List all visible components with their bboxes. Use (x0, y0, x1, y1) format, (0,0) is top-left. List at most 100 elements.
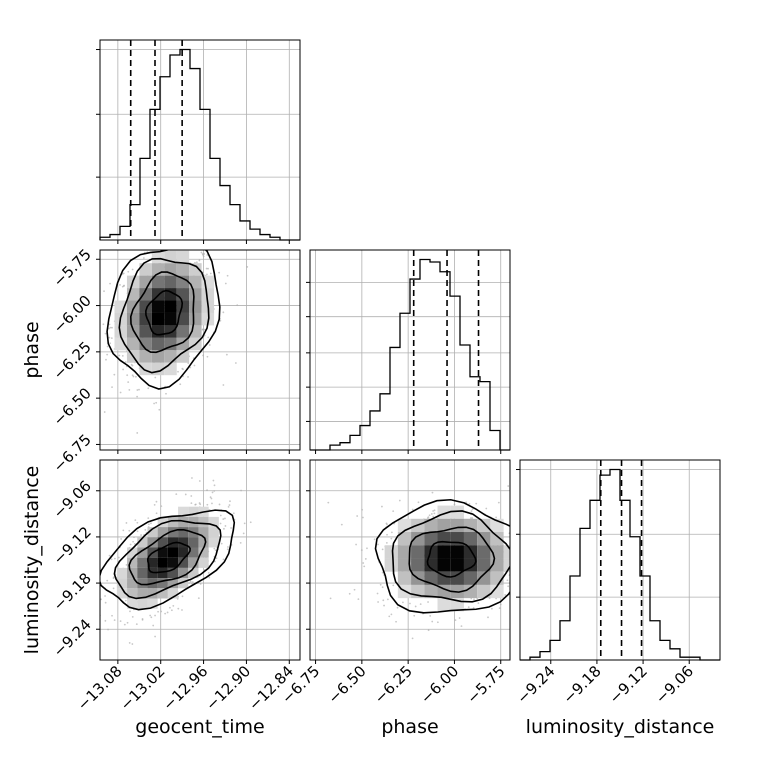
hist-frame (309, 249, 511, 451)
density-cell (137, 557, 148, 568)
sample-point (123, 284, 125, 287)
sample-point (522, 504, 524, 506)
sample-point (240, 489, 242, 492)
sample-point (510, 614, 512, 616)
density-cell (167, 516, 179, 528)
sample-point (113, 619, 116, 622)
sample-point (249, 521, 252, 524)
density-cell (127, 578, 138, 589)
density-cell (188, 506, 199, 517)
sample-point (198, 502, 201, 504)
sample-point (108, 336, 111, 339)
density-cell (116, 578, 128, 589)
sample-point (208, 576, 211, 579)
sample-point (125, 522, 128, 524)
sample-point (526, 529, 528, 531)
sample-point (169, 606, 171, 609)
sample-point (471, 517, 474, 519)
sample-point (227, 546, 229, 548)
sample-point (353, 588, 356, 591)
sample-point (171, 232, 173, 234)
sample-point (433, 509, 436, 512)
density-cell (147, 527, 158, 538)
ytick-label-luminosity_distance: −9.18 (50, 569, 95, 614)
density-cell (424, 518, 438, 533)
sample-point (120, 538, 123, 540)
density-cell (437, 598, 451, 612)
sample-point (125, 563, 128, 566)
sample-point (355, 543, 357, 546)
sample-point (170, 245, 172, 247)
sample-point (170, 609, 173, 612)
sample-point (193, 241, 195, 243)
xtick-label-phase: −6.00 (417, 662, 462, 707)
sample-point (518, 568, 520, 570)
sample-point (88, 639, 90, 641)
density-cell (157, 537, 168, 548)
sample-point (214, 549, 217, 552)
sample-point (188, 233, 190, 235)
density-cell (450, 558, 464, 572)
sample-point (119, 620, 122, 623)
density-cell (477, 584, 491, 599)
sample-point (150, 522, 152, 525)
sample-point (518, 606, 520, 608)
sample-point (202, 328, 204, 331)
sample-point (119, 284, 121, 286)
sample-point (360, 549, 363, 551)
density-cell (437, 518, 451, 533)
ytick-label-luminosity_distance: −9.24 (50, 615, 95, 660)
density-cell (450, 505, 464, 519)
density-cell (137, 588, 148, 599)
sample-point (225, 353, 228, 356)
sample-point (153, 504, 156, 506)
density-cell (137, 537, 148, 548)
xaxis-label-geocent_time: geocent_time (135, 716, 264, 738)
sample-point (128, 642, 131, 644)
sample-point (504, 594, 507, 596)
sample-point (94, 359, 96, 361)
sample-point (227, 505, 230, 508)
sample-point (362, 562, 365, 564)
sample-point (526, 557, 528, 559)
xtick-label-luminosity_distance: −9.06 (652, 662, 697, 707)
density-cell (188, 557, 199, 568)
sample-point (469, 517, 472, 519)
density-cell (157, 557, 168, 568)
sample-point (392, 584, 395, 587)
sample-point (104, 332, 107, 335)
sample-point (106, 353, 109, 356)
sample-point (386, 598, 389, 601)
density-cell (137, 578, 148, 589)
sample-point (177, 370, 179, 373)
sample-point (428, 514, 431, 517)
sample-point (177, 607, 180, 610)
sample-point (506, 579, 509, 582)
sample-point (122, 368, 125, 371)
sample-point (127, 270, 130, 273)
sample-point (104, 595, 106, 597)
density-cell (463, 571, 478, 585)
sample-point (190, 502, 193, 505)
sample-point (366, 547, 368, 550)
sample-point (226, 274, 229, 277)
sample-point (495, 516, 497, 519)
sample-point (113, 557, 116, 560)
sample-point (390, 531, 393, 534)
pair-panel-geocent_time-luminosity_distance (88, 459, 301, 664)
density-cell (208, 537, 219, 548)
density-cell (189, 275, 202, 289)
contour-line (129, 271, 195, 354)
contour-line (106, 250, 221, 390)
sample-point (147, 387, 150, 390)
sample-point (232, 512, 235, 515)
sample-point (72, 295, 74, 297)
xtick-label-luminosity_distance: −9.18 (560, 662, 605, 707)
sample-point (390, 613, 393, 616)
sample-point (211, 491, 214, 494)
sample-point (140, 534, 142, 536)
sample-point (477, 602, 480, 605)
sample-point (188, 582, 191, 584)
sample-point (172, 228, 174, 230)
density-cell (463, 532, 478, 546)
